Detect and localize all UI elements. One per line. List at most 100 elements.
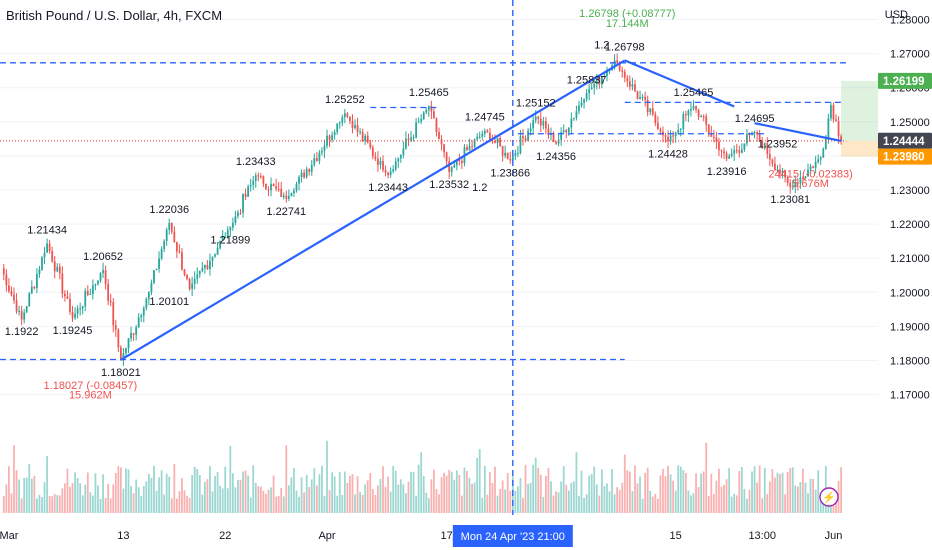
candle <box>102 270 104 274</box>
candle <box>461 160 463 164</box>
volume-bar <box>168 476 171 513</box>
price-tag-label: 1.23980 <box>883 152 925 164</box>
candle <box>160 249 163 259</box>
trend-line[interactable] <box>624 59 735 108</box>
volume-bar <box>595 484 598 513</box>
volume-bar <box>280 487 283 513</box>
volume-bar <box>720 486 723 513</box>
volume-bar <box>547 467 550 513</box>
volume-bar <box>20 498 23 513</box>
candle <box>147 292 150 299</box>
volume-bar <box>687 490 690 513</box>
volume-bar <box>343 471 346 513</box>
volume-bar <box>766 494 769 513</box>
volume-bar <box>692 493 695 513</box>
volume-bar <box>458 475 461 513</box>
volume-bar <box>743 488 746 513</box>
pivot-label: 1.23952 <box>758 139 798 151</box>
candle <box>753 132 756 134</box>
volume-bar <box>784 494 787 513</box>
pivot-label: 1.23433 <box>236 156 276 168</box>
candle <box>761 140 764 148</box>
candle <box>125 348 127 354</box>
lightning-icon[interactable] <box>819 487 839 507</box>
trend-line[interactable] <box>120 59 626 361</box>
volume-bar <box>186 495 188 513</box>
candle <box>10 291 13 295</box>
volume-bar <box>578 495 580 513</box>
candle <box>369 142 372 148</box>
candle <box>443 144 445 153</box>
candle <box>382 161 384 171</box>
volume-bar <box>621 482 624 513</box>
volume-bar <box>748 489 751 513</box>
volume-bar <box>229 445 232 513</box>
candle <box>830 105 832 119</box>
candle <box>517 153 519 155</box>
pivot-label: 1.23081 <box>770 194 810 206</box>
candle <box>262 176 265 184</box>
candle <box>142 308 145 316</box>
volume-bar <box>219 485 222 513</box>
volume-bar <box>321 465 323 513</box>
candle <box>425 109 428 113</box>
pivot-label: 1.21899 <box>210 235 250 247</box>
volume-bar <box>463 467 466 513</box>
volume-bar <box>242 471 244 513</box>
candle <box>453 165 456 168</box>
candle <box>606 70 608 77</box>
volume-bar <box>175 498 178 513</box>
volume-bar <box>634 465 636 513</box>
candle <box>718 141 720 151</box>
time-tick-label: Mar <box>0 530 19 542</box>
candle <box>481 133 484 137</box>
candle <box>2 268 5 275</box>
candle <box>247 186 250 197</box>
candle <box>300 172 303 178</box>
candle <box>127 338 130 349</box>
candle <box>371 147 374 157</box>
volume-bar <box>791 467 794 513</box>
pivot-label: 1.2 <box>594 40 609 52</box>
candle <box>277 188 280 190</box>
candle <box>64 293 66 297</box>
volume-bar <box>712 494 715 513</box>
candle <box>209 260 211 270</box>
price-tick-label: 1.21000 <box>890 253 930 265</box>
pivot-label: 1.18021 <box>101 367 141 379</box>
volume-bar <box>275 496 278 513</box>
time-tick-label: 17 <box>441 530 453 542</box>
candle <box>628 81 631 87</box>
volume-bar <box>48 495 51 513</box>
candle <box>84 290 87 307</box>
volume-bar <box>290 477 293 513</box>
candle <box>774 163 776 171</box>
candle <box>91 285 94 294</box>
candle <box>46 243 48 253</box>
volume-bar <box>310 479 313 513</box>
volume-bar <box>796 486 799 513</box>
price-tick-label: 1.17000 <box>890 390 930 402</box>
volume-bar <box>710 473 713 513</box>
volume-bar <box>534 457 537 513</box>
volume-bar <box>28 463 31 513</box>
volume-bar <box>427 498 430 513</box>
trend-line[interactable] <box>754 122 842 142</box>
volume-bar <box>776 472 779 513</box>
candle <box>303 172 306 178</box>
candle <box>402 148 405 156</box>
volume-bar <box>725 479 728 513</box>
pivot-label: 1.24356 <box>536 151 576 163</box>
candle <box>524 138 527 141</box>
volume-bar <box>522 498 524 513</box>
candle <box>728 156 731 159</box>
candle <box>366 135 369 143</box>
candle <box>420 119 423 122</box>
volume-bar <box>336 495 339 513</box>
candle <box>175 242 178 252</box>
candle <box>789 182 792 188</box>
candle <box>603 76 606 78</box>
candle <box>837 121 840 137</box>
volume-bar <box>817 470 820 513</box>
